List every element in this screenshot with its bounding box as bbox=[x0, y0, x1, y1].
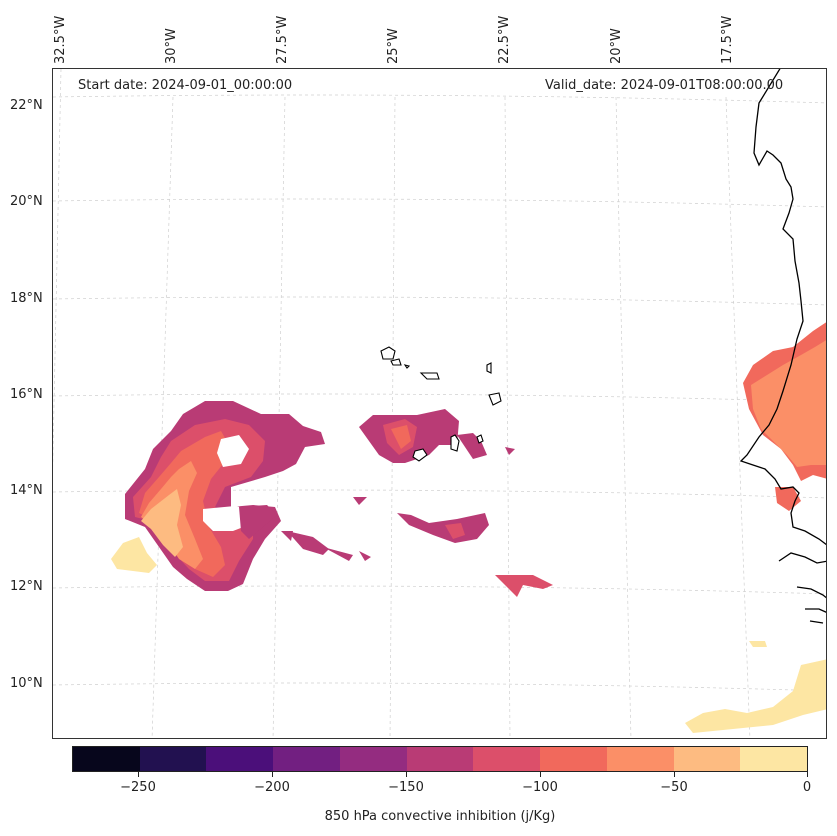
lon-label: 22.5°W bbox=[497, 15, 512, 64]
colorbar-segment bbox=[740, 747, 808, 771]
cin-region-central bbox=[359, 409, 515, 463]
cape-verde-islands bbox=[380, 346, 502, 462]
colorbar-segment bbox=[139, 747, 207, 771]
graticule bbox=[53, 69, 826, 738]
lat-label: 20°N bbox=[10, 194, 43, 209]
lon-label: 32.5°W bbox=[53, 15, 68, 64]
colorbar-tick-label: −200 bbox=[254, 780, 290, 795]
colorbar-segment bbox=[540, 747, 607, 771]
colorbar-tick bbox=[272, 772, 273, 777]
lon-label: 17.5°W bbox=[720, 15, 735, 64]
lon-label: 27.5°W bbox=[275, 15, 290, 64]
lon-label: 25°W bbox=[386, 28, 401, 64]
colorbar-segment bbox=[406, 747, 474, 771]
lon-label: 30°W bbox=[164, 28, 179, 64]
lon-label: 20°W bbox=[609, 28, 624, 64]
start-date-label: Start date: 2024-09-01_00:00:00 bbox=[78, 78, 293, 93]
valid-date-label: Valid_date: 2024-09-01T08:00:00.00 bbox=[545, 78, 784, 93]
colorbar-segment bbox=[606, 747, 674, 771]
lat-label: 10°N bbox=[10, 676, 43, 691]
colorbar-segment bbox=[273, 747, 340, 771]
colorbar-segment bbox=[339, 747, 407, 771]
map-panel bbox=[52, 68, 827, 739]
cin-region-west bbox=[111, 401, 325, 591]
colorbar-tick-label: −250 bbox=[120, 780, 156, 795]
cin-region-east bbox=[685, 322, 826, 733]
lat-label: 14°N bbox=[10, 483, 43, 498]
cin-region-west-fragments bbox=[239, 497, 371, 561]
lat-label: 18°N bbox=[10, 291, 43, 306]
lat-label: 12°N bbox=[10, 579, 43, 594]
colorbar-tick bbox=[674, 772, 675, 777]
cin-region-south-central bbox=[397, 513, 553, 597]
colorbar-tick-label: −150 bbox=[388, 780, 424, 795]
colorbar-title: 850 hPa convective inhibition (j/Kg) bbox=[324, 809, 556, 824]
coastline bbox=[739, 69, 826, 624]
colorbar-tick bbox=[406, 772, 407, 777]
lat-label: 16°N bbox=[10, 387, 43, 402]
colorbar-tick-label: −100 bbox=[522, 780, 558, 795]
colorbar-segment bbox=[473, 747, 541, 771]
colorbar-tick bbox=[807, 772, 808, 777]
colorbar bbox=[72, 746, 808, 772]
colorbar-tick bbox=[540, 772, 541, 777]
colorbar-segment bbox=[73, 747, 140, 771]
colorbar-tick bbox=[138, 772, 139, 777]
colorbar-tick-label: −50 bbox=[660, 780, 688, 795]
colorbar-segment bbox=[206, 747, 274, 771]
colorbar-segment bbox=[673, 747, 741, 771]
lat-label: 22°N bbox=[10, 98, 43, 113]
colorbar-tick-label: 0 bbox=[802, 780, 812, 795]
map-canvas bbox=[53, 69, 826, 738]
